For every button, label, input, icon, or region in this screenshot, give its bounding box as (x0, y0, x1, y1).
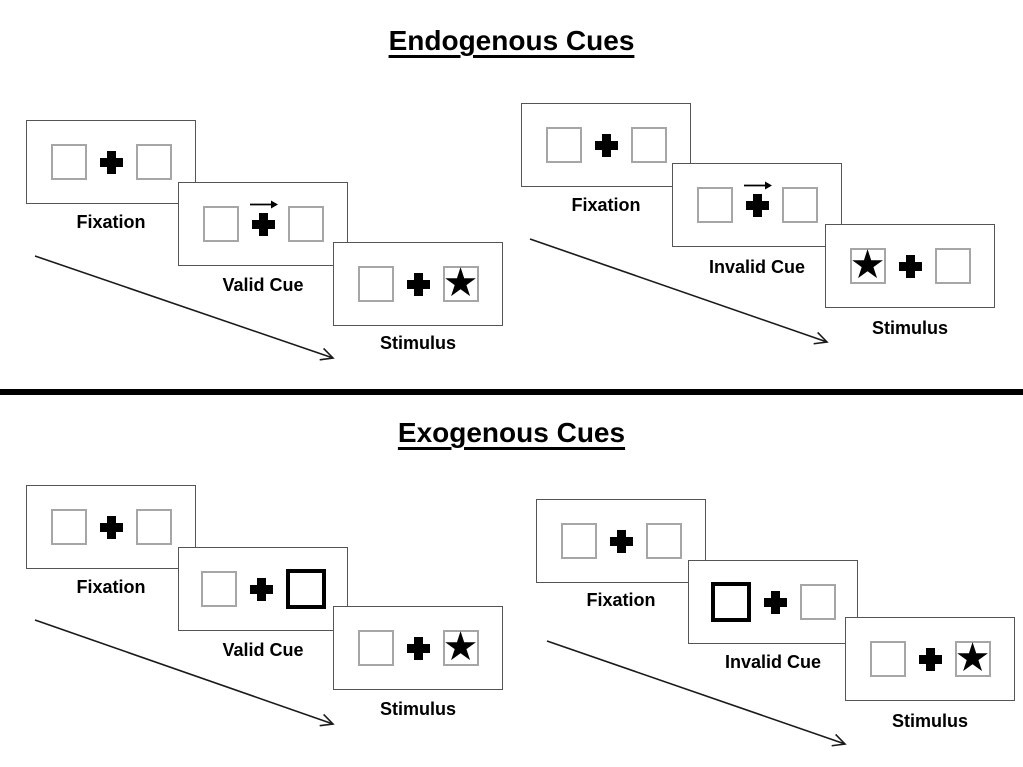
placeholder-box-left (202, 206, 239, 242)
timeline-arrow-endo-valid (34, 255, 335, 361)
frame-exo-valid-stimulus: ★ (333, 606, 503, 690)
placeholder-box-right (781, 187, 818, 223)
fixation-cross-icon (898, 254, 922, 278)
placeholder-box-left (545, 127, 582, 163)
frame-exo-invalid-stimulus: ★ (845, 617, 1015, 701)
frame-label-stimulus: Stimulus (379, 699, 456, 719)
fixation-cross-icon (743, 181, 772, 217)
highlight-cue-box-left (710, 582, 751, 622)
fixation-cross-icon (249, 577, 273, 601)
fixation-cross-icon (406, 636, 430, 660)
frame-label-fixation: Fixation (76, 212, 146, 232)
highlight-cue-box-right (285, 569, 326, 609)
frame-label-valid-cue: Valid Cue (222, 640, 304, 660)
fixation-cross-icon (99, 150, 123, 174)
fixation-cross-icon (249, 200, 278, 236)
frame-endo-valid-fixation (26, 120, 196, 204)
cue-arrow-right-icon (743, 181, 772, 189)
placeholder-box-right (934, 248, 971, 284)
target-star-icon: ★ (954, 635, 991, 681)
frame-endo-valid-stimulus: ★ (333, 242, 503, 326)
star-box-right: ★ (442, 624, 479, 670)
section-title-exogenous: Exogenous Cues (397, 417, 626, 448)
frame-endo-invalid-stimulus: ★ (825, 224, 995, 308)
fixation-cross-icon (763, 590, 787, 614)
placeholder-box-left (200, 571, 237, 607)
placeholder-box-left (696, 187, 733, 223)
section-title-endogenous: Endogenous Cues (388, 25, 635, 56)
frame-label-stimulus: Stimulus (871, 318, 948, 338)
timeline-arrow-exo-valid (34, 619, 335, 727)
target-star-icon: ★ (442, 624, 479, 670)
frame-label-fixation: Fixation (586, 590, 656, 610)
placeholder-box-right (630, 127, 667, 163)
fixation-cross-icon (594, 133, 618, 157)
fixation-cross-icon (99, 515, 123, 539)
fixation-cross-icon (609, 529, 633, 553)
star-box-right: ★ (442, 260, 479, 306)
frame-label-invalid-cue: Invalid Cue (724, 652, 822, 672)
star-box-left: ★ (849, 242, 886, 288)
placeholder-box-left (357, 266, 394, 302)
frame-endo-invalid-cue (672, 163, 842, 247)
frame-endo-valid-cue (178, 182, 348, 266)
fixation-cross-icon (918, 647, 942, 671)
placeholder-box-right (799, 584, 836, 620)
frame-label-stimulus: Stimulus (379, 333, 456, 353)
placeholder-box-left (869, 641, 906, 677)
frame-endo-invalid-fixation (521, 103, 691, 187)
placeholder-box-right (645, 523, 682, 559)
placeholder-box-left (50, 509, 87, 545)
fixation-cross-icon (406, 272, 430, 296)
frame-exo-invalid-cue (688, 560, 858, 644)
section-divider (0, 389, 1023, 395)
frame-label-invalid-cue: Invalid Cue (708, 257, 806, 277)
timeline-arrow-endo-invalid (529, 238, 829, 345)
frame-label-fixation: Fixation (76, 577, 146, 597)
target-star-icon: ★ (442, 260, 479, 306)
frame-label-fixation: Fixation (571, 195, 641, 215)
star-box-right: ★ (954, 635, 991, 681)
frame-exo-valid-cue (178, 547, 348, 631)
frame-exo-valid-fixation (26, 485, 196, 569)
placeholder-box-left (357, 630, 394, 666)
placeholder-box-right (287, 206, 324, 242)
frame-exo-invalid-fixation (536, 499, 706, 583)
placeholder-box-right (135, 509, 172, 545)
placeholder-box-left (50, 144, 87, 180)
frame-label-valid-cue: Valid Cue (222, 275, 304, 295)
frame-label-stimulus: Stimulus (891, 711, 968, 731)
placeholder-box-right (135, 144, 172, 180)
placeholder-box-left (560, 523, 597, 559)
cue-arrow-right-icon (249, 200, 278, 208)
target-star-icon: ★ (849, 242, 886, 288)
